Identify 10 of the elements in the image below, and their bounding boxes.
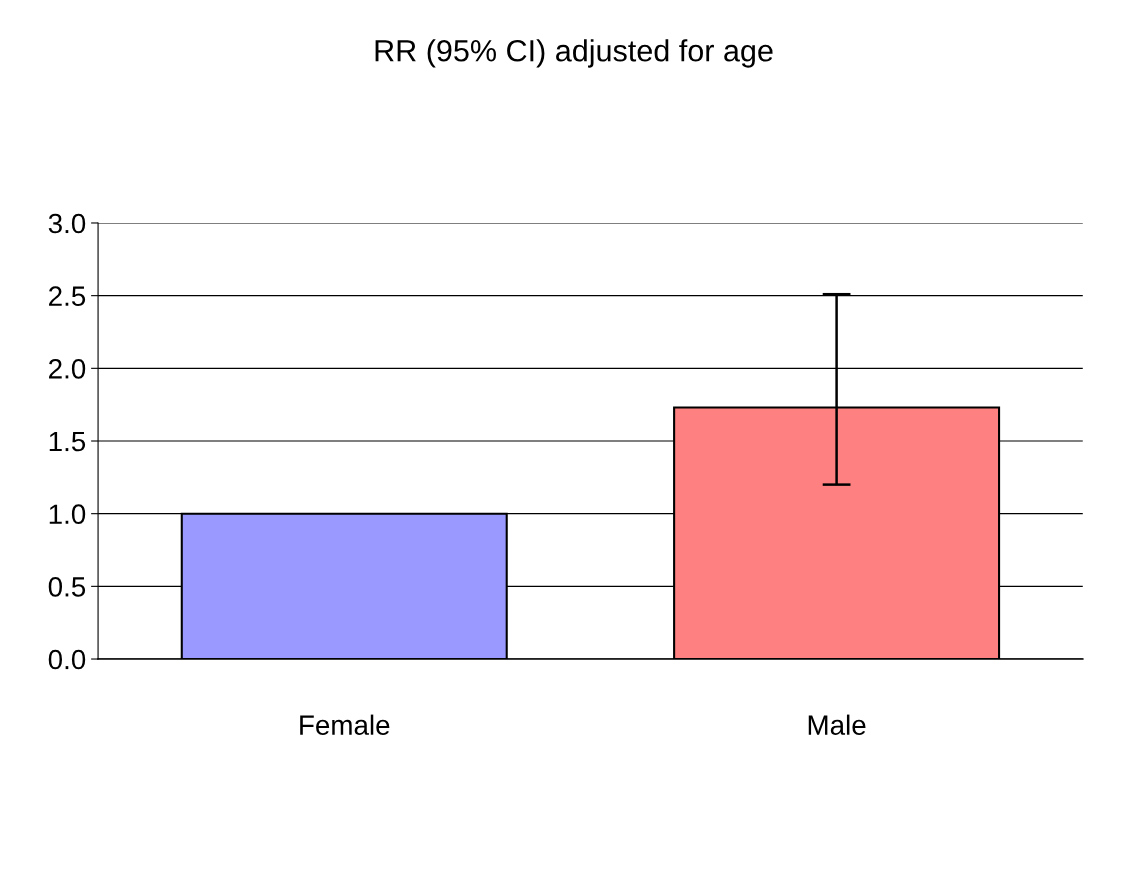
y-tick-label: 0.0: [48, 649, 86, 670]
x-tick-label: Female: [300, 714, 390, 735]
chart-title: RR (95% CI) adjusted for age: [375, 39, 773, 68]
y-tick-label: 2.5: [49, 286, 86, 306]
y-tick-label: 3.0: [48, 213, 86, 234]
y-tick-label: 1.0: [49, 504, 86, 525]
y-tick-label: 2.0: [49, 359, 86, 379]
y-tick-label: 1.5: [49, 431, 86, 452]
x-tick-label: Male: [808, 714, 866, 735]
y-tick-label: 0.5: [48, 577, 86, 597]
